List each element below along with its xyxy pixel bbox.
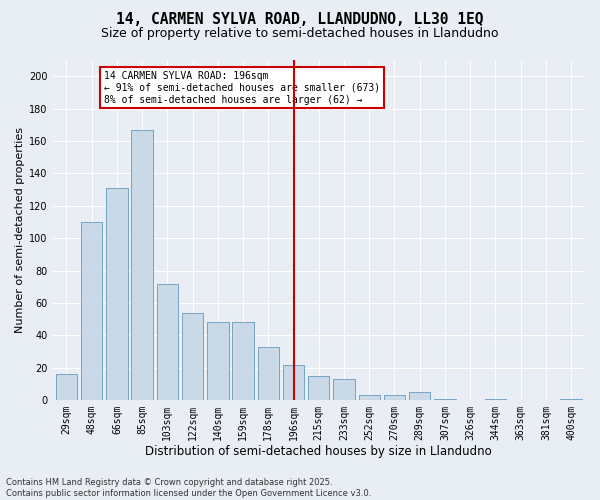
Bar [434,398,455,400]
Bar [359,396,380,400]
Bar [308,376,329,400]
Bar [131,130,153,400]
Bar [106,188,128,400]
Bar [56,374,77,400]
Bar [207,322,229,400]
Bar [409,392,430,400]
Bar [283,364,304,400]
Bar [232,322,254,400]
Bar [333,379,355,400]
X-axis label: Distribution of semi-detached houses by size in Llandudno: Distribution of semi-detached houses by … [145,444,492,458]
Bar [81,222,103,400]
Bar [157,284,178,400]
Bar [257,347,279,400]
Bar [485,398,506,400]
Text: Contains HM Land Registry data © Crown copyright and database right 2025.
Contai: Contains HM Land Registry data © Crown c… [6,478,371,498]
Bar [384,396,405,400]
Bar [182,312,203,400]
Text: Size of property relative to semi-detached houses in Llandudno: Size of property relative to semi-detach… [101,28,499,40]
Text: 14, CARMEN SYLVA ROAD, LLANDUDNO, LL30 1EQ: 14, CARMEN SYLVA ROAD, LLANDUDNO, LL30 1… [116,12,484,28]
Bar [560,398,582,400]
Y-axis label: Number of semi-detached properties: Number of semi-detached properties [15,127,25,333]
Text: 14 CARMEN SYLVA ROAD: 196sqm
← 91% of semi-detached houses are smaller (673)
8% : 14 CARMEN SYLVA ROAD: 196sqm ← 91% of se… [104,72,380,104]
